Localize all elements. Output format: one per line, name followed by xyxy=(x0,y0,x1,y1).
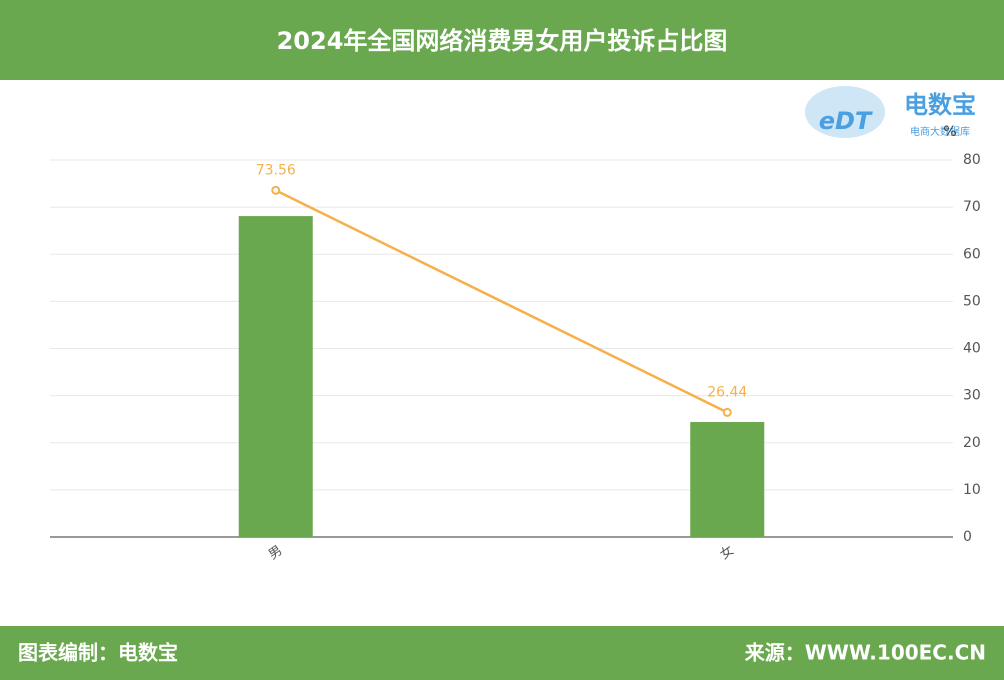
y-tick-label: 60 xyxy=(963,246,981,262)
logo-cloud xyxy=(805,86,885,138)
plot: 0 10 20 30 40 50 60 70 80 男 女 73.56 26.44 xyxy=(50,152,981,563)
logo-mark: eDT xyxy=(819,107,873,135)
line-point xyxy=(722,407,732,417)
bar xyxy=(690,422,765,537)
y-unit: % xyxy=(943,124,956,140)
y-tick-label: 40 xyxy=(963,341,981,357)
y-tick-label: 70 xyxy=(963,199,981,215)
y-tick-label: 10 xyxy=(963,482,981,498)
chart-title: 2024年全国网络消费男女用户投诉占比图 xyxy=(277,27,728,55)
logo-name: 电数宝 xyxy=(904,91,976,119)
footer-right: 来源：WWW.100EC.CN xyxy=(744,641,986,665)
line-point xyxy=(271,185,281,195)
data-label: 73.56 xyxy=(256,162,296,178)
y-tick-label: 20 xyxy=(963,435,981,451)
footer-bar xyxy=(0,626,1004,680)
footer-left: 图表编制：电数宝 xyxy=(18,641,178,665)
bar xyxy=(238,216,313,538)
y-tick-label: 80 xyxy=(963,152,981,168)
data-label: 26.44 xyxy=(707,384,747,400)
y-tick-label: 30 xyxy=(963,388,981,404)
x-tick-label: 女 xyxy=(717,542,737,563)
x-tick-label: 男 xyxy=(266,543,285,563)
y-tick-label: 50 xyxy=(963,293,981,309)
header-bar xyxy=(0,0,1004,80)
line xyxy=(275,189,728,414)
y-tick-label: 0 xyxy=(963,529,972,545)
logo-tagline: 电商大数据库 xyxy=(910,125,970,138)
logo: eDT 电数宝 电商大数据库 xyxy=(805,86,976,138)
